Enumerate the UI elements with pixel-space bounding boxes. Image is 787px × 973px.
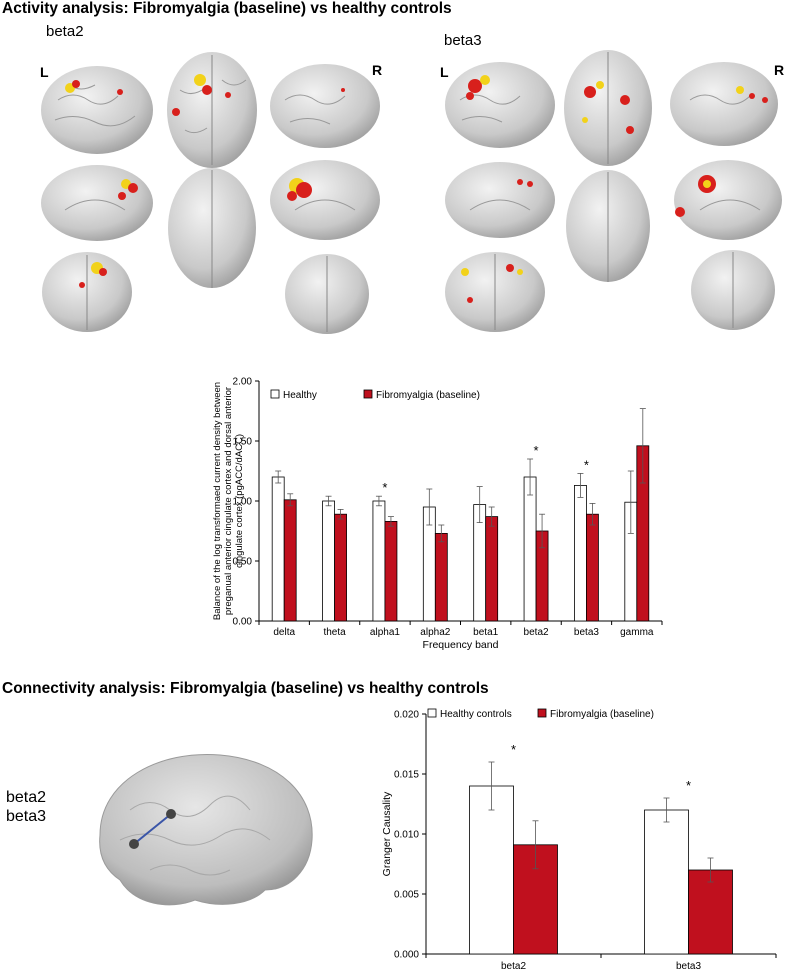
significance-marker: * [686,778,691,793]
brain-connectivity-rendering [99,753,313,906]
right-hemisphere-label: R [372,62,383,78]
brain-frontal-view [445,252,545,332]
bar-fibromyalgia [283,499,297,622]
bar-healthy [644,809,689,955]
connectivity-band-beta2: beta2 [6,789,47,806]
bar-fibromyalgia [434,532,448,622]
x-tick-label: delta [273,627,295,638]
connectivity-band-beta3: beta3 [6,808,47,825]
brain-ventral-view [566,170,650,282]
bar-fibromyalgia [586,513,599,622]
y-axis-title-line: Granger Causality [381,791,393,876]
brain-ventral-view [168,168,256,288]
legend-label: Healthy controls [440,709,512,720]
left-hemisphere-label: L [40,64,49,80]
brain-renderings-activity [41,50,782,334]
x-tick-label: beta2 [524,627,549,638]
x-tick-label: beta2 [501,961,526,970]
legend-swatch [537,708,547,718]
connectivity-bar-chart: 0.000 0.005 0.010 0.015 0.020 beta2 * beta3 * Gra… [381,708,777,970]
x-tick-label: beta3 [574,627,599,638]
y-tick-label: 0.00 [233,617,253,628]
brain-occipital-view [285,254,369,334]
connection-line [133,813,172,845]
connectivity-section-title: Connectivity analysis: Fibromyalgia (bas… [2,680,489,697]
brain-lateral-left-view [445,62,555,148]
y-axis-title: Granger Causality [381,791,393,876]
bar-healthy [523,476,537,622]
connection-node [129,839,139,849]
brain-lateral-right-view [270,64,380,148]
brain-medial-left-view [41,165,153,241]
x-tick-label: gamma [620,627,654,638]
brain-medial-right-view [674,160,782,240]
y-tick-label: 1.00 [233,497,253,508]
brain-frontal-view [42,252,132,332]
bar-fibromyalgia [384,520,398,622]
y-tick-label: 0.50 [233,557,253,568]
brain-lateral-right-view [670,62,778,146]
significance-marker: * [534,443,539,458]
x-tick-label: alpha2 [420,627,450,638]
x-tick-label: theta [323,627,346,638]
y-axis-title: Balance of the log transformaed current … [212,382,245,620]
bar-fibromyalgia [688,869,733,955]
bar-healthy [372,500,386,622]
y-axis-title-line: Balance of the log transformaed current … [212,382,223,620]
y-tick-label: 2.00 [233,377,253,388]
bar-healthy [469,785,514,955]
significance-marker: * [382,480,387,495]
connectivity-band-labels: beta2 beta3 [6,788,46,826]
legend-swatch [363,389,373,399]
legend-label: Fibromyalgia (baseline) [550,709,654,720]
right-hemisphere-label: R [774,62,785,78]
connection-node [166,809,176,819]
bar-healthy [322,500,335,622]
y-axis-title-line: cingulate cortex (pgACC/dACC) [234,434,245,568]
brain-medial-right-view [270,160,380,240]
y-axis-title-line: preganual anterior cingulate cortex and … [223,387,234,615]
y-tick-label: 0.010 [394,830,419,841]
y-tick-label: 1.50 [233,437,253,448]
panel-band-label-beta3: beta3 [444,32,482,49]
y-tick-label: 0.005 [394,890,419,901]
bar-healthy [271,476,285,622]
left-hemisphere-label: L [440,64,449,80]
x-axis-title: Frequency band [423,639,499,651]
legend-swatch [427,708,437,718]
brain-occipital-view [691,250,775,330]
activity-section-title: Activity analysis: Fibromyalgia (baselin… [2,0,452,17]
x-tick-label: beta3 [676,961,701,970]
bar-healthy [574,485,587,622]
significance-marker: * [584,457,589,472]
brain-medial-left-view [445,162,555,238]
bar-fibromyalgia [485,516,499,622]
brain-dorsal-view [167,52,257,168]
y-tick-label: 0.015 [394,770,419,781]
bar-fibromyalgia [334,513,347,622]
y-tick-label: 0.000 [394,950,419,961]
y-tick-label: 0.020 [394,710,419,721]
legend-swatch [270,389,280,399]
legend-label: Fibromyalgia (baseline) [376,390,480,401]
brain-dorsal-view [564,50,652,166]
significance-marker: * [511,742,516,757]
x-tick-label: beta1 [473,627,498,638]
legend-label: Healthy [283,390,317,401]
x-tick-label: alpha1 [370,627,400,638]
panel-band-label-beta2: beta2 [46,23,84,40]
brain-lateral-left-view [41,66,153,154]
activity-bar-chart: 0.00 0.50 1.00 1.50 2.00 delta theta alpha1 * alp… [212,377,663,651]
